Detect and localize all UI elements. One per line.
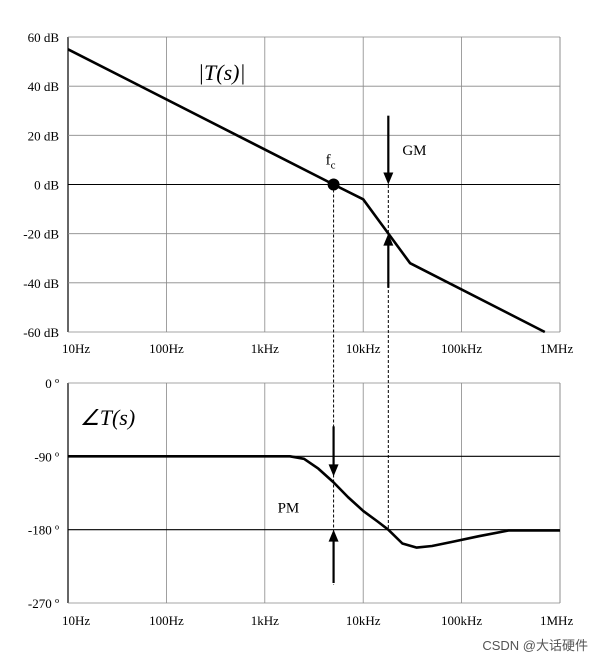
x-tick-label: 1kHz [251, 341, 279, 356]
gm-arrow-bottom-head [383, 233, 394, 246]
annotation-overlay: fc GM PM [278, 115, 426, 585]
x-tick-label: 10kHz [346, 341, 381, 356]
x-tick-label: 100Hz [149, 341, 184, 356]
x-tick-label: 10kHz [346, 613, 381, 628]
x-tick-label: 1MHz [540, 341, 573, 356]
x-tick-label: 10Hz [62, 341, 90, 356]
series-line [67, 48, 546, 334]
x-tick-label: 10Hz [62, 613, 90, 628]
x-tick-label: 1MHz [540, 613, 573, 628]
y-tick-label: -90 º [34, 449, 59, 464]
magnitude-plot: 10Hz 100Hz 1kHz 10kHz 100kHz 1MHz 60 dB 40 dB 20… [23, 30, 573, 356]
x-tick-label: 1kHz [251, 613, 279, 628]
y-tick-label: 40 dB [28, 79, 60, 94]
series-line [68, 454, 560, 549]
y-tick-label: 0 º [45, 376, 59, 391]
y-tick-label: 0 dB [34, 178, 59, 193]
y-tick-label: -40 dB [23, 276, 59, 291]
y-tick-label: -270 º [28, 596, 59, 611]
x-tick-label: 100Hz [149, 613, 184, 628]
pm-arrow-bottom-head [328, 529, 339, 542]
x-tick-label: 100kHz [441, 341, 482, 356]
y-tick-label: -60 dB [23, 325, 59, 340]
chart-title: ∠T(s) [80, 405, 135, 430]
pm-label: PM [278, 500, 300, 516]
gm-label: GM [402, 143, 426, 159]
crossover-point [327, 178, 340, 191]
watermark: CSDN @大话硬件 [482, 638, 588, 653]
y-tick-label: -20 dB [23, 227, 59, 242]
x-tick-label: 100kHz [441, 613, 482, 628]
pm-arrow-top-head [328, 464, 339, 477]
phase-plot: 10Hz 100Hz 1kHz 10kHz 100kHz 1MHz 0 º -90 º -180… [28, 376, 574, 628]
y-tick-label: 60 dB [28, 30, 60, 45]
chart-title: |T(s)| [198, 60, 246, 85]
y-tick-label: -180 º [28, 523, 59, 538]
gm-arrow-top-head [383, 172, 394, 185]
crossover-label: fc [326, 153, 336, 172]
y-tick-label: 20 dB [28, 128, 60, 143]
